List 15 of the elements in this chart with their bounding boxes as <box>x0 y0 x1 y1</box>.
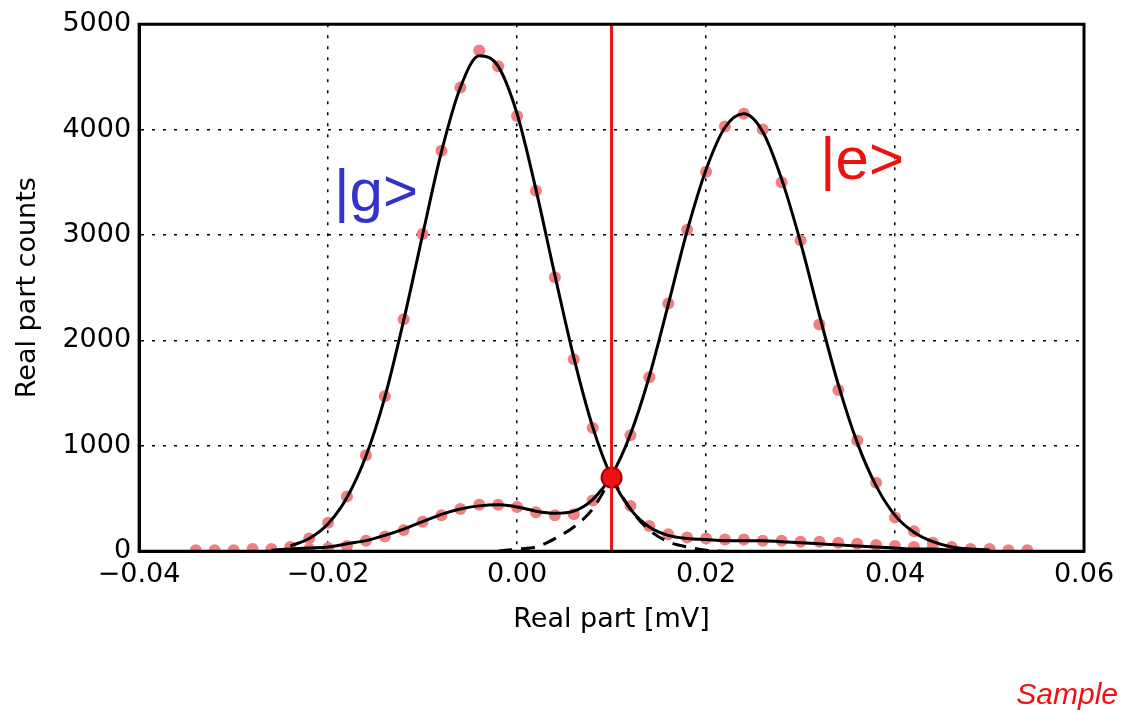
x-axis-title: Real part [mV] <box>513 601 710 633</box>
x-tick-label: 0.06 <box>1053 557 1115 589</box>
text: Sample <box>1016 677 1118 710</box>
y-tick-label: 4000 <box>62 111 132 143</box>
x-tick-label: 0.02 <box>675 557 737 589</box>
x-tick-label: 0.04 <box>864 557 926 589</box>
y-tick-label: 2000 <box>62 322 132 354</box>
y-axis-title: Real part counts <box>10 177 42 399</box>
annotation: |g> <box>334 157 418 224</box>
annotation: |e> <box>820 125 904 192</box>
y-tick-label: 5000 <box>62 6 132 38</box>
x-tick-label: 0.00 <box>487 557 548 589</box>
y-tick-label: 3000 <box>62 217 132 249</box>
y-tick-label: 1000 <box>62 427 132 459</box>
x-tick-label: −0.02 <box>286 557 370 589</box>
